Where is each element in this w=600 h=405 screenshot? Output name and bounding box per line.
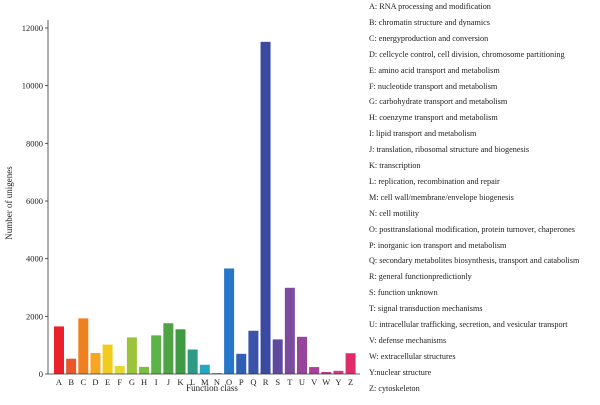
bar-P: [236, 353, 247, 374]
bar-T: [284, 287, 295, 374]
legend-item: M: cell wall/membrane/envelope biogenesi…: [369, 192, 514, 202]
x-tick-label-Z: Z: [348, 377, 353, 387]
legend-item: Y:nuclear structure: [369, 367, 432, 377]
y-tick-label: 6000: [26, 196, 43, 206]
legend-item: L: replication, recombination and repair: [369, 176, 500, 186]
legend-item: A: RNA processing and modification: [369, 2, 491, 11]
legend-item: G: carbohydrate transport and metabolism: [369, 97, 508, 107]
legend-item: I: lipid transport and metabolism: [369, 129, 477, 139]
legend-item: Z: cytoskeleton: [369, 383, 420, 393]
legend-item: O: posttranslational modification, prote…: [369, 224, 575, 234]
legend-item: R: general functionpredictionly: [369, 272, 472, 282]
bar-W: [321, 371, 332, 374]
bar-L: [187, 349, 198, 374]
legend-item: D: cellcycle control, cell division, chr…: [369, 49, 565, 59]
bar-E: [102, 344, 113, 374]
x-tick-label-D: D: [92, 377, 98, 387]
bar-H: [139, 366, 150, 374]
legend-item: P: inorganic ion transport and metabolis…: [369, 240, 507, 250]
x-tick-label-L: L: [190, 377, 195, 387]
y-tick-label: 2000: [26, 311, 43, 321]
x-tick-label-E: E: [105, 377, 110, 387]
x-tick-label-T: T: [287, 377, 293, 387]
legend: A: RNA processing and modification B: chr…: [369, 0, 600, 405]
legend-item: T: signal transduction mechanisms: [369, 304, 483, 314]
bar-N: [211, 373, 222, 374]
bar-M: [199, 364, 210, 374]
x-tick-label-J: J: [167, 377, 171, 387]
legend-item: K: transcription: [369, 161, 421, 170]
x-tick-label-Q: Q: [250, 377, 256, 387]
bar-B: [66, 358, 77, 374]
legend-item: E: amino acid transport and metabolism: [369, 65, 500, 75]
x-tick-label-N: N: [214, 377, 220, 387]
bar-D: [90, 352, 101, 374]
bar-A: [54, 326, 64, 374]
bar-J: [163, 323, 174, 374]
x-tick-label-Y: Y: [335, 377, 341, 387]
legend-item: B: chromatin structure and dynamics: [369, 17, 490, 27]
legend-item: U: intracellular trafficking, secretion,…: [369, 320, 568, 329]
bar-Z: [345, 353, 356, 374]
bar-F: [114, 365, 125, 374]
x-tick-label-M: M: [201, 377, 209, 387]
x-tick-label-O: O: [226, 377, 232, 387]
x-tick-label-V: V: [311, 377, 318, 387]
y-tick-label: 12000: [22, 23, 43, 33]
bar-K: [175, 329, 186, 374]
bar-I: [151, 335, 162, 374]
bar-C: [78, 318, 89, 374]
x-tick-label-S: S: [275, 377, 280, 387]
y-tick-label: 4000: [26, 254, 43, 264]
x-tick-label-H: H: [141, 377, 147, 387]
x-tick-label-A: A: [56, 377, 63, 387]
y-tick-label: 0: [39, 369, 43, 379]
bars: [54, 41, 356, 375]
y-tick-label: 8000: [26, 138, 43, 148]
bar-Y: [333, 370, 344, 374]
x-tick-label-R: R: [263, 377, 269, 387]
bar-Q: [248, 330, 259, 374]
x-tick-label-B: B: [68, 377, 74, 387]
y-axis-ticks: 0 2000 4000 6000 8000 10000 12000: [22, 23, 48, 379]
legend-item: F: nucleotide transport and metabolism: [369, 81, 498, 91]
bar-U: [297, 336, 307, 374]
x-tick-label-G: G: [129, 377, 135, 387]
x-tick-label-I: I: [155, 377, 158, 387]
x-tick-label-C: C: [80, 377, 86, 387]
bar-O: [224, 268, 235, 374]
y-axis-label: Number of unigenes: [4, 166, 14, 240]
x-tick-label-K: K: [177, 377, 184, 387]
bar-R: [260, 41, 271, 375]
legend-item: V: defense mechanisms: [369, 335, 447, 345]
x-axis-label: Function class: [186, 383, 238, 393]
legend-item: W: extracellular structures: [369, 351, 456, 361]
legend-item: Q: secondary metabolites biosynthesis, t…: [369, 256, 580, 266]
legend-item: S: function unknown: [369, 288, 438, 298]
x-tick-label-U: U: [299, 377, 305, 387]
bar-V: [309, 367, 320, 374]
x-tick-label-F: F: [117, 377, 122, 387]
legend-item: H: coenzyme transport and metabolism: [369, 113, 498, 123]
legend-item: N: cell motility: [369, 208, 420, 218]
legend-item: J: translation, ribosomal structure and …: [369, 145, 530, 155]
x-tick-label-W: W: [322, 377, 330, 387]
legend-item: C: energyproduction and conversion: [369, 33, 489, 43]
bar-S: [272, 339, 283, 374]
bar-G: [126, 337, 137, 374]
y-tick-label: 10000: [22, 81, 43, 91]
x-tick-label-P: P: [239, 377, 244, 387]
